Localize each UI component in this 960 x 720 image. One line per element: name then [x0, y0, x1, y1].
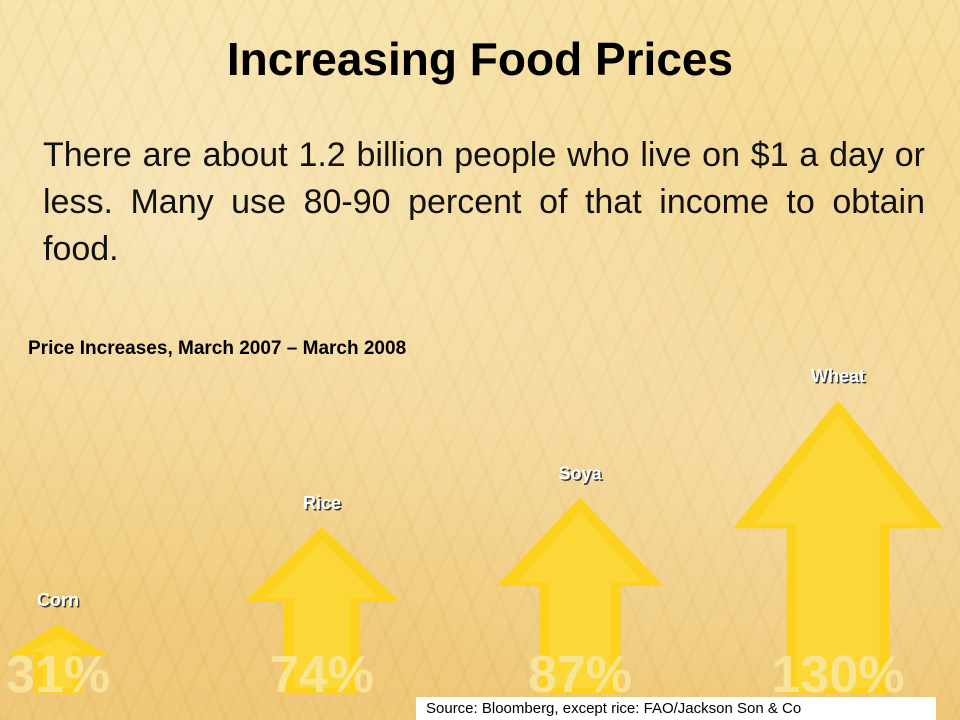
chart-title: Price Increases, March 2007 – March 2008: [28, 338, 407, 359]
category-label-corn: Corn: [37, 590, 79, 610]
category-label-rice: Rice: [303, 493, 341, 513]
category-label-shadow: Rice: [304, 494, 342, 514]
arrow-highlight: [518, 511, 642, 688]
arrow-highlight: [754, 414, 922, 688]
arrow-highlight: [266, 540, 378, 688]
arrow-highlight: [30, 637, 86, 688]
source-note: Source: Bloomberg, except rice: FAO/Jack…: [416, 697, 936, 720]
slide-title: Increasing Food Prices: [226, 33, 734, 85]
value-label-soya: 87%: [528, 646, 632, 704]
arrow-bar-rice: [244, 526, 400, 694]
value-label-wheat: 130%: [772, 646, 905, 704]
category-label-shadow: Wheat: [813, 368, 867, 388]
category-label-shadow: Corn: [39, 591, 81, 611]
category-label-wheat: Wheat: [811, 366, 865, 386]
slide-body-text: There are about 1.2 billion people who l…: [43, 136, 925, 268]
category-label-soya: Soya: [558, 463, 602, 483]
arrow-bar-wheat: [732, 400, 944, 694]
value-label-corn: 31%: [6, 646, 110, 704]
category-label-shadow: Soya: [560, 465, 604, 485]
value-label-rice: 74%: [270, 646, 374, 704]
arrow-bar-corn: [8, 623, 108, 694]
arrow-bar-soya: [496, 497, 664, 694]
